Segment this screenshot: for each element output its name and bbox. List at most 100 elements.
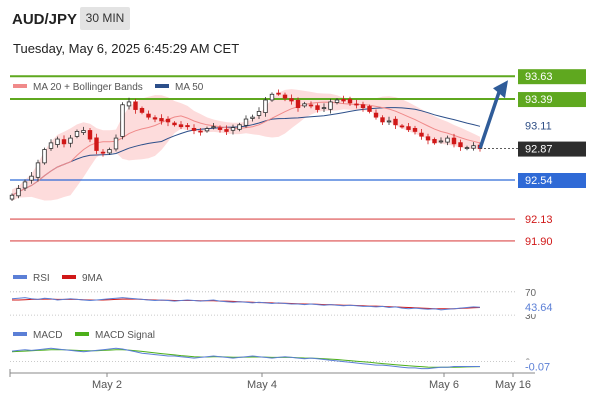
level-label: 93.39 xyxy=(525,94,553,106)
candle-up xyxy=(250,116,255,119)
candle-down xyxy=(360,104,366,109)
rsi-ma-legend-swatch xyxy=(62,275,76,279)
candle-up xyxy=(438,140,444,143)
rsi-value-label: 43.64 xyxy=(525,302,553,314)
candle-down xyxy=(139,107,145,113)
macd-signal-legend-label: MACD Signal xyxy=(95,330,155,341)
candle-down xyxy=(282,94,288,99)
candle-down xyxy=(341,99,346,102)
candle-down xyxy=(412,127,418,132)
level-label: 93.11 xyxy=(525,121,552,133)
rsi-tick-label: 70 xyxy=(525,288,537,299)
candle-down xyxy=(451,137,457,145)
current-price-label: 92.87 xyxy=(525,144,553,156)
candle-down xyxy=(172,122,177,126)
candle-down xyxy=(289,98,294,102)
candle-down xyxy=(87,130,93,140)
candle-down xyxy=(133,101,138,110)
candle-down xyxy=(100,151,106,154)
candle-up xyxy=(9,194,15,200)
candle-down xyxy=(165,118,171,123)
candle-down xyxy=(425,136,431,141)
candle-up xyxy=(464,147,470,150)
time-axis: May 2 May 4 May 6 May 16 xyxy=(9,369,535,391)
candle-down xyxy=(198,130,203,133)
candle-down xyxy=(419,132,424,137)
candle-up xyxy=(263,99,268,113)
candle-up xyxy=(328,101,333,110)
candle-down xyxy=(146,113,151,118)
time-axis-tick-label: May 16 xyxy=(495,379,531,391)
candle-up xyxy=(204,128,210,132)
ma50-legend-label: MA 50 xyxy=(175,82,204,93)
candle-up xyxy=(445,137,450,143)
macd-signal-line xyxy=(11,349,481,368)
candle-up xyxy=(237,124,242,130)
candle-up xyxy=(29,175,34,181)
timeframe-badge[interactable]: 30 MIN xyxy=(80,7,130,30)
time-axis-tick-label: May 4 xyxy=(247,379,277,391)
forecast-arrow xyxy=(478,91,501,150)
candle-up xyxy=(22,181,28,189)
rsi-ma-legend-label: 9MA xyxy=(82,273,103,284)
candle-down xyxy=(432,139,437,144)
ma50-legend-swatch xyxy=(155,84,169,88)
price-panel: 93.63 93.39 93.11 92.54 92.13 91.90 92.87 MA 20… xyxy=(9,69,586,248)
candle-down xyxy=(367,106,372,112)
candle-down xyxy=(354,103,359,106)
symbol-title: AUD/JPY xyxy=(12,11,78,28)
candle-down xyxy=(217,127,223,130)
candle-up xyxy=(334,99,340,103)
candle-up xyxy=(256,111,262,116)
rsi-tick-label: 30 xyxy=(525,311,537,322)
level-label-box xyxy=(518,69,586,85)
candle-down xyxy=(308,104,314,107)
macd-legend-label: MACD xyxy=(33,330,62,341)
candle-up xyxy=(211,126,216,129)
candle-down xyxy=(373,112,379,118)
ma20-legend-label: MA 20 + Bollinger Bands xyxy=(33,82,143,93)
candle-up xyxy=(42,149,47,164)
candle-up xyxy=(126,101,132,107)
macd-value-label: -0.07 xyxy=(525,362,550,374)
candle-down xyxy=(159,118,164,122)
candle-up xyxy=(230,127,236,131)
level-label: 91.90 xyxy=(525,236,553,248)
forecast-arrow-head xyxy=(493,80,508,99)
candle-down xyxy=(347,98,353,104)
level-label: 93.63 xyxy=(525,71,553,83)
candle-up xyxy=(16,188,21,197)
candle-up xyxy=(113,137,119,150)
candle-up xyxy=(243,118,249,126)
level-label: 92.13 xyxy=(525,214,553,226)
current-price-box xyxy=(518,141,586,157)
candle-up xyxy=(302,103,307,107)
candle-down xyxy=(178,124,184,128)
candle-down xyxy=(224,129,229,132)
candle-down xyxy=(315,105,320,110)
rsi-legend-swatch xyxy=(13,275,27,279)
rsi-value-box xyxy=(519,300,585,315)
candle-down xyxy=(380,117,385,123)
ma20-legend-swatch xyxy=(13,84,27,88)
candle-down xyxy=(399,125,405,128)
rsi-line xyxy=(11,297,481,311)
candle-up xyxy=(321,107,327,110)
candle-down xyxy=(295,99,301,109)
candle-up xyxy=(35,162,41,178)
candle-up xyxy=(120,104,125,137)
datetime-label: Tuesday, May 6, 2025 6:45:29 AM CET xyxy=(13,41,240,56)
candle-down xyxy=(94,137,99,151)
rsi-legend-label: RSI xyxy=(33,273,50,284)
candle-up xyxy=(74,131,80,137)
level-label-box xyxy=(518,173,586,188)
candle-down xyxy=(393,118,398,126)
candle-up xyxy=(269,93,275,101)
candle-up xyxy=(55,138,60,145)
candle-up xyxy=(81,130,86,133)
candle-down xyxy=(185,125,190,128)
rsi-ma-line xyxy=(12,298,481,310)
